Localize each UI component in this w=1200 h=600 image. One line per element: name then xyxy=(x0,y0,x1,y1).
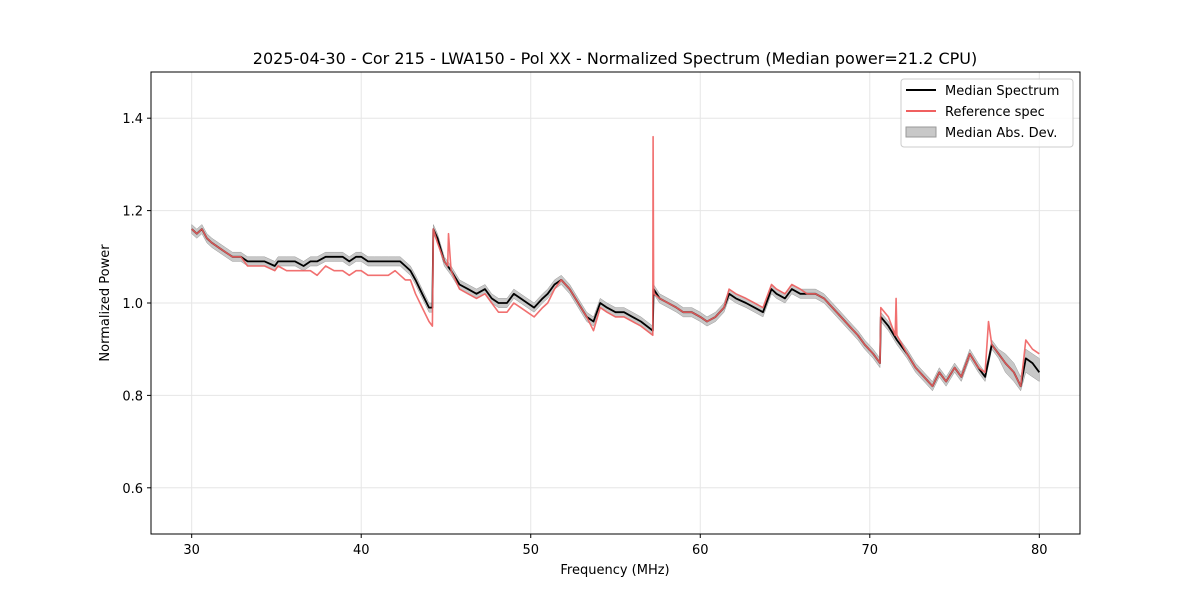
x-axis-label: Frequency (MHz) xyxy=(560,563,669,578)
chart-title: 2025-04-30 - Cor 215 - LWA150 - Pol XX -… xyxy=(253,49,977,68)
x-tick-label: 70 xyxy=(862,543,879,558)
y-axis: 0.6 0.8 1.0 1.2 1.4 xyxy=(122,112,151,497)
legend-mad-swatch xyxy=(905,126,937,138)
legend: Median Spectrum Reference spec Median Ab… xyxy=(900,78,1074,148)
x-tick-label: 80 xyxy=(1031,543,1048,558)
median-spectrum-line xyxy=(191,228,1041,388)
legend-median-label: Median Spectrum xyxy=(945,84,1059,99)
y-tick-label: 0.8 xyxy=(122,389,143,404)
x-tick-label: 30 xyxy=(183,543,200,558)
x-tick-label: 50 xyxy=(522,543,539,558)
y-tick-label: 1.2 xyxy=(122,205,143,220)
x-tick-label: 40 xyxy=(353,543,370,558)
y-tick-label: 0.6 xyxy=(122,482,143,497)
legend-box xyxy=(900,78,1074,148)
mad-band xyxy=(191,223,1040,392)
x-tick-label: 60 xyxy=(692,543,709,558)
x-axis: 30 40 50 60 70 80 xyxy=(183,534,1048,558)
y-tick-label: 1.4 xyxy=(122,112,143,127)
y-axis-label: Normalized Power xyxy=(98,244,113,362)
legend-mad-label: Median Abs. Dev. xyxy=(945,126,1057,141)
reference-spec-line xyxy=(191,135,1040,387)
y-tick-label: 1.0 xyxy=(122,297,143,312)
legend-reference-label: Reference spec xyxy=(945,105,1045,120)
